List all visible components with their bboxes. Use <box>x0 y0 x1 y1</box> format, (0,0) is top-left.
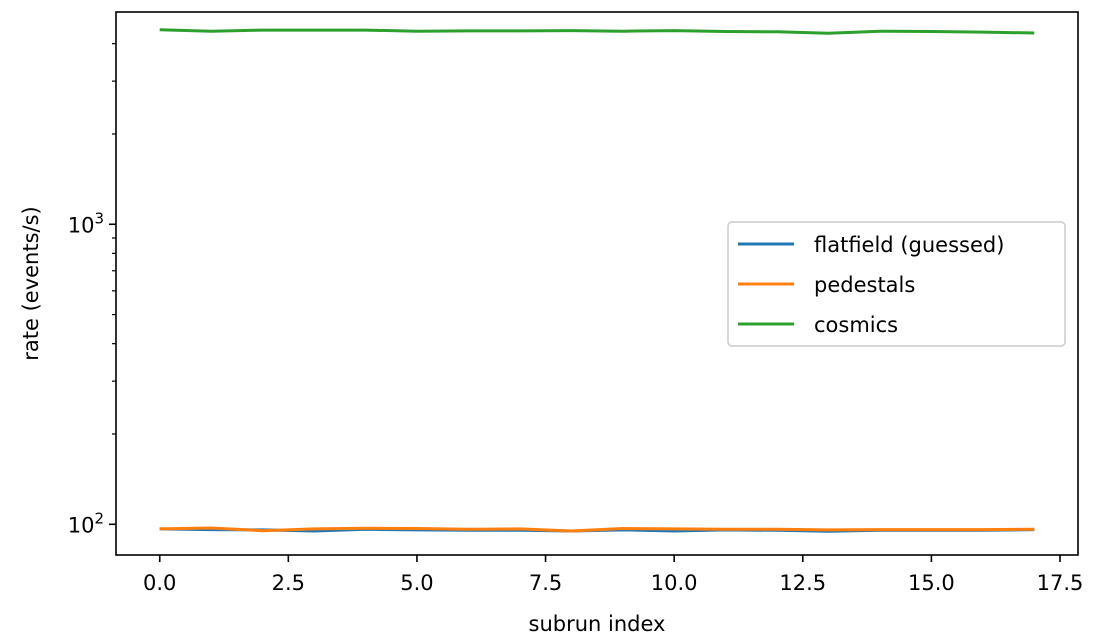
series-line-cosmics <box>159 28 1035 35</box>
x-tick-label: 5.0 <box>400 571 433 595</box>
series-line-pedestals <box>159 526 1035 533</box>
legend-entry: pedestals <box>814 273 915 297</box>
x-tick-label: 17.5 <box>1037 571 1084 595</box>
x-axis-label: subrun index <box>529 612 666 636</box>
legend: flatfield (guessed) pedestals cosmics <box>727 221 1066 347</box>
legend-entry: flatfield (guessed) <box>814 233 1004 257</box>
x-tick-label: 7.5 <box>529 571 562 595</box>
legend-box <box>727 221 1066 347</box>
series-lines <box>159 28 1035 533</box>
x-tick-label: 12.5 <box>779 571 826 595</box>
x-tick-label: 2.5 <box>272 571 305 595</box>
y-axis-label: rate (events/s) <box>19 206 43 361</box>
y-tick-label: 102 <box>68 509 104 537</box>
x-tick-label: 10.0 <box>651 571 698 595</box>
y-tick-label: 103 <box>68 209 104 237</box>
y-axis: 102 103 <box>68 43 116 537</box>
x-tick-label: 0.0 <box>143 571 176 595</box>
legend-entry: cosmics <box>814 313 898 337</box>
plot-frame <box>115 11 1079 556</box>
x-axis: 0.0 2.5 5.0 7.5 10.0 12.5 15.0 17.5 <box>143 555 1083 595</box>
x-tick-label: 15.0 <box>908 571 955 595</box>
